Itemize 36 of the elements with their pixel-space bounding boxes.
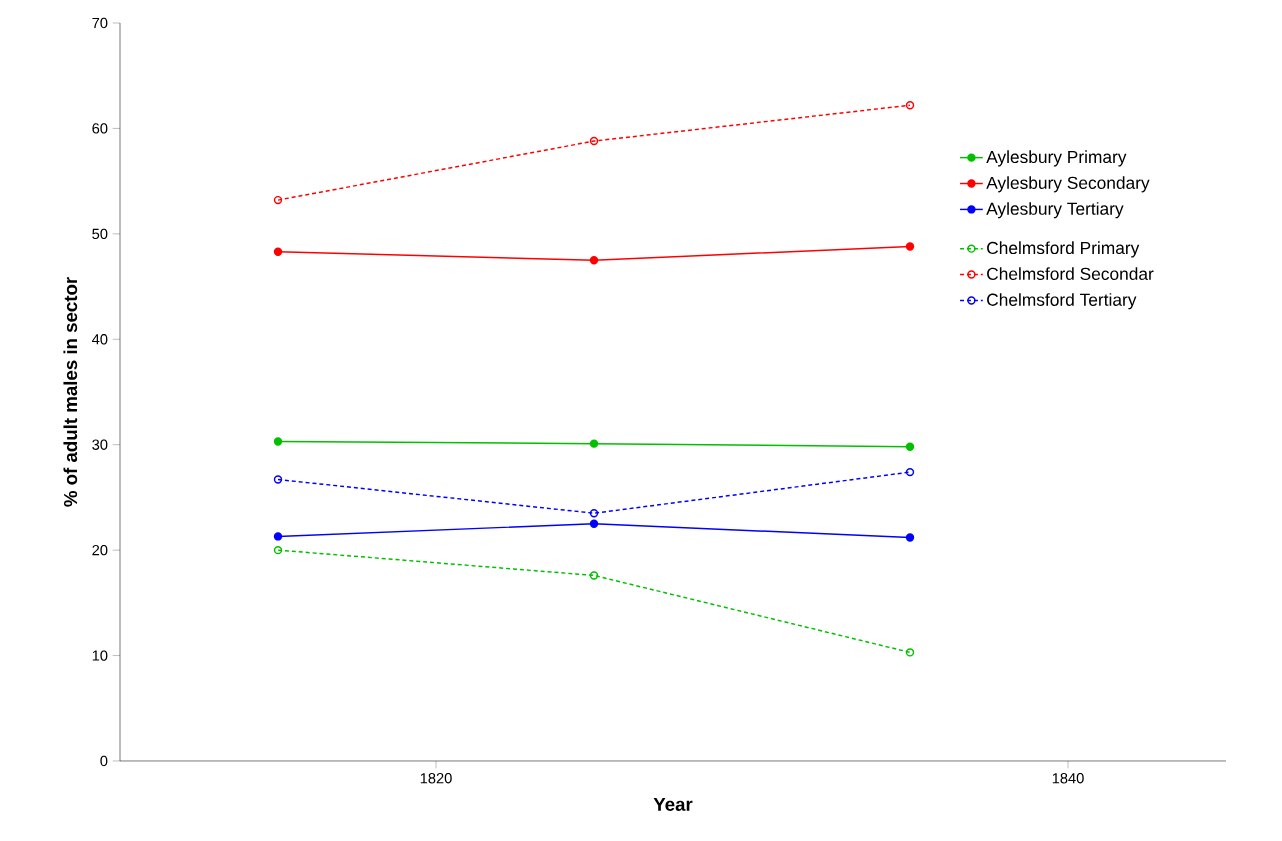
point [273,532,283,541]
y-tick-label: 60 [92,123,108,134]
point [273,545,283,555]
legend-label: Chelmsford Tertiary [987,293,1137,310]
x-tick-label: 1820 [420,773,452,784]
point [589,571,599,580]
y-tick-label: 30 [92,439,108,450]
x-tick-label: 1840 [1052,773,1084,784]
point [905,648,915,657]
point [589,509,599,518]
point [273,247,283,256]
point [589,439,599,448]
y-tick-label: 70 [92,17,108,29]
y-tick-label: 20 [92,544,108,556]
y-tick-label: 0 [100,755,108,767]
y-tick-label: 10 [92,650,108,661]
legend-label: Aylesbury Secondary [986,176,1150,193]
point [905,101,915,110]
point [589,519,599,528]
point [273,437,283,446]
legend-label: Aylesbury Primary [986,150,1127,167]
y-tick-label: 40 [92,334,108,345]
point [905,533,915,542]
y-tick-label: 50 [92,228,108,240]
legend-label: Aylesbury Tertiary [986,202,1124,219]
legend-label: Chelmsford Primary [987,241,1140,258]
x-axis-title: Year [653,797,693,811]
point [273,195,283,205]
point [273,475,283,484]
point [905,242,915,251]
point [589,136,599,146]
point [905,442,915,452]
point [589,255,599,265]
point [905,467,915,477]
legend-label: Chelmsford Secondar [987,267,1154,280]
y-axis-title: % of adult males in sector [63,277,78,507]
